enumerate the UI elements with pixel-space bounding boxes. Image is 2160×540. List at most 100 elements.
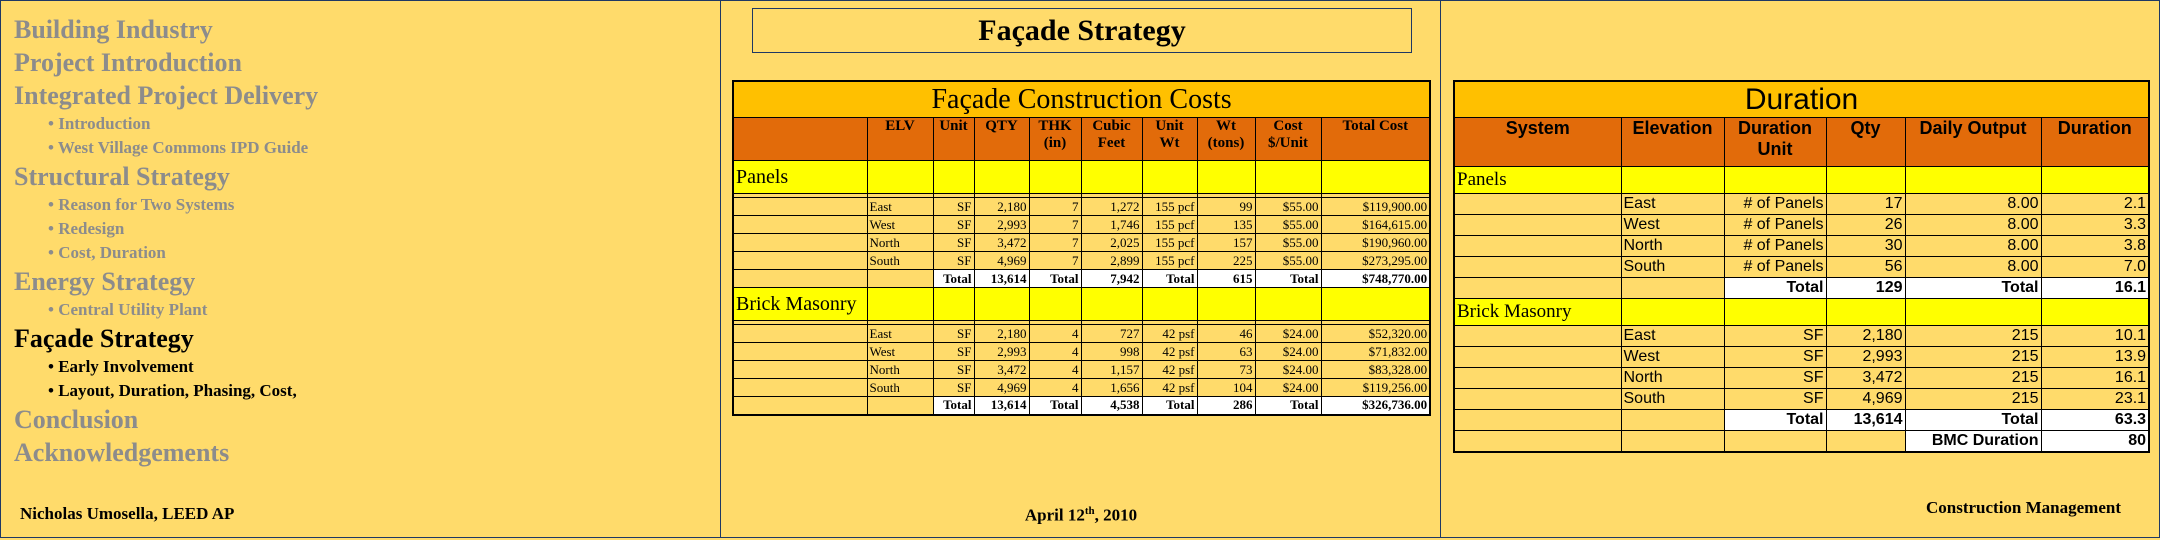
section-cell: [2040, 166, 2150, 194]
cell: [866, 396, 934, 415]
data-row: North SF 3,472 215 16.1: [1453, 367, 2150, 389]
section-cell: [1825, 166, 1906, 194]
nav-subitem: Early Involvement: [14, 355, 318, 379]
cell: Total: [1028, 396, 1082, 415]
cell: $190,960.00: [1320, 233, 1431, 252]
data-row: West SF 2,993 4 998 42 psf 63 $24.00 $71,832.00: [732, 342, 1431, 361]
cell: 1,157: [1080, 360, 1143, 379]
cell: Total: [1904, 277, 2042, 299]
blank-cell: [1453, 430, 1622, 452]
cell: South: [866, 251, 934, 270]
section-row: Panels: [732, 160, 1431, 194]
cell: 129: [1825, 277, 1906, 299]
cell: 215: [1904, 367, 2042, 389]
footer-row: BMC Duration 80: [1453, 430, 2150, 452]
cell: $55.00: [1254, 215, 1322, 234]
blank-cell: [1453, 367, 1622, 389]
section-cell: [973, 287, 1030, 321]
cell: SF: [932, 324, 975, 343]
section-cell: [2040, 298, 2150, 326]
header-text: Daily Output: [1919, 118, 2027, 139]
cell: 17: [1825, 193, 1906, 215]
cell: 42 psf: [1141, 324, 1198, 343]
cell: $55.00: [1254, 197, 1322, 216]
cell: Total: [1141, 269, 1198, 288]
cell: 7: [1028, 251, 1082, 270]
cell: 155 pcf: [1141, 197, 1198, 216]
cell: 2,180: [973, 324, 1030, 343]
cell: 13,614: [973, 396, 1030, 415]
cell: 56: [1825, 256, 1906, 278]
section-cell: [1080, 287, 1143, 321]
cell: 3,472: [973, 360, 1030, 379]
cell: $24.00: [1254, 360, 1322, 379]
section-cell: [1620, 166, 1725, 194]
header-text: (tons): [1207, 135, 1245, 152]
cell: $52,320.00: [1320, 324, 1431, 343]
duration-table: Duration System Elevation Duration Unit Qty Da…: [1453, 80, 2151, 453]
section-row: Brick Masonry: [1453, 298, 2150, 326]
nav-section: Conclusion: [14, 405, 139, 434]
cell: Total: [1904, 409, 2042, 431]
header-cell: Cubic Feet: [1080, 117, 1143, 161]
header-text: (in): [1043, 135, 1067, 152]
nav-section: Façade Strategy: [14, 324, 194, 353]
section-cell: [1141, 287, 1198, 321]
table-title: Façade Construction Costs: [732, 80, 1431, 118]
cell: SF: [932, 378, 975, 397]
nav-subitem: West Village Commons IPD Guide: [14, 136, 318, 160]
blank-cell: [732, 233, 868, 252]
blank-cell: [732, 251, 868, 270]
cell: 1,746: [1080, 215, 1143, 234]
header-cell: Qty: [1825, 117, 1906, 167]
section-cell: [1620, 298, 1725, 326]
cell: $55.00: [1254, 251, 1322, 270]
cell: 1,656: [1080, 378, 1143, 397]
cell: 2,993: [973, 215, 1030, 234]
cell: $748,770.00: [1320, 269, 1431, 288]
blank-cell: [732, 378, 868, 397]
blank-cell: [1453, 277, 1622, 299]
nav-subitem: Reason for Two Systems: [14, 193, 318, 217]
middle-panel: Façade Strategy Façade Construction Cost…: [720, 0, 1441, 538]
blank-cell: [1453, 388, 1622, 410]
cell: Total: [1254, 396, 1322, 415]
cell: $71,832.00: [1320, 342, 1431, 361]
cell: 2.1: [2040, 193, 2150, 215]
cell: [1620, 277, 1725, 299]
cell: 42 psf: [1141, 360, 1198, 379]
cell: South: [1620, 256, 1725, 278]
data-row: South # of Panels 56 8.00 7.0: [1453, 256, 2150, 278]
cell: 104: [1196, 378, 1256, 397]
header-cell: Total Cost: [1320, 117, 1431, 161]
total-row: Total 13,614 Total 63.3: [1453, 409, 2150, 431]
cell: 2,025: [1080, 233, 1143, 252]
header-cell: ELV: [866, 117, 934, 161]
cell: # of Panels: [1723, 235, 1827, 257]
cell: Total: [1254, 269, 1322, 288]
table-title: Duration: [1453, 80, 2150, 118]
cell: North: [1620, 235, 1725, 257]
header-text: QTY: [985, 118, 1018, 135]
header-text: Cubic: [1092, 118, 1131, 135]
section-cell: [1080, 160, 1143, 194]
blank-cell: [732, 197, 868, 216]
nav-section: Building Industry: [14, 15, 213, 44]
cell: 3.3: [2040, 214, 2150, 236]
section-cell: [1028, 160, 1082, 194]
cell: South: [866, 378, 934, 397]
cell: 4,969: [973, 378, 1030, 397]
header-text: ELV: [885, 118, 915, 135]
cell: $119,900.00: [1320, 197, 1431, 216]
cell: $83,328.00: [1320, 360, 1431, 379]
cell: 42 psf: [1141, 342, 1198, 361]
cell: 155 pcf: [1141, 233, 1198, 252]
section-cell: [1141, 160, 1198, 194]
cell: East: [1620, 325, 1725, 347]
cell: 3.8: [2040, 235, 2150, 257]
section-cell: [1904, 298, 2042, 326]
cell: 157: [1196, 233, 1256, 252]
blank-cell: [1453, 409, 1622, 431]
header-text: Wt: [1159, 135, 1180, 152]
header-cell: [732, 117, 868, 161]
